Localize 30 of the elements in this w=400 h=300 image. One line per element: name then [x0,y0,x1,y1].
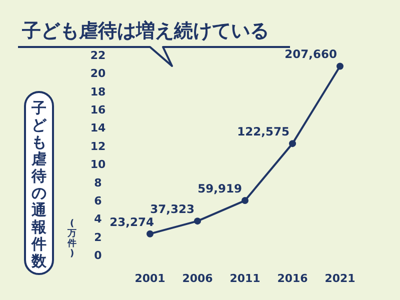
point [289,140,296,148]
y-tick-label: 22 [90,49,106,62]
annotation: 59,919 [198,182,242,196]
point [194,218,201,225]
point [242,197,248,204]
annotation: 37,323 [150,202,194,216]
x-tick-label: 2006 [182,272,214,285]
y-tick-label: 2 [94,230,102,244]
x-tick-label: 2001 [134,272,166,285]
x-tick-label: 2021 [324,272,356,285]
y-tick-label: 8 [94,176,102,190]
y-tick-label: 18 [90,85,106,98]
y-tick-label: 20 [90,67,106,80]
chart-title: 子ども虐待は増え続けている [21,20,269,42]
y-tick-label: 10 [90,158,106,172]
text: 子ども虐待の通報件数 [32,99,46,270]
annotation: 207,660 [284,47,337,62]
y-tick-label: 12 [90,140,106,153]
x-tick-label: 2011 [230,272,260,285]
y-tick-label: 4 [94,212,102,226]
text: (万件) [66,219,76,259]
y-tick-label: 0 [94,249,102,262]
y-tick-label: 14 [90,122,106,135]
y-tick-label: 6 [94,194,102,208]
point [146,230,154,238]
annotation: 23,274 [110,214,154,229]
x-tick-label: 2016 [277,272,308,285]
y-tick-label: 16 [90,104,106,117]
annotation: 122,575 [237,124,290,139]
point [336,62,344,70]
